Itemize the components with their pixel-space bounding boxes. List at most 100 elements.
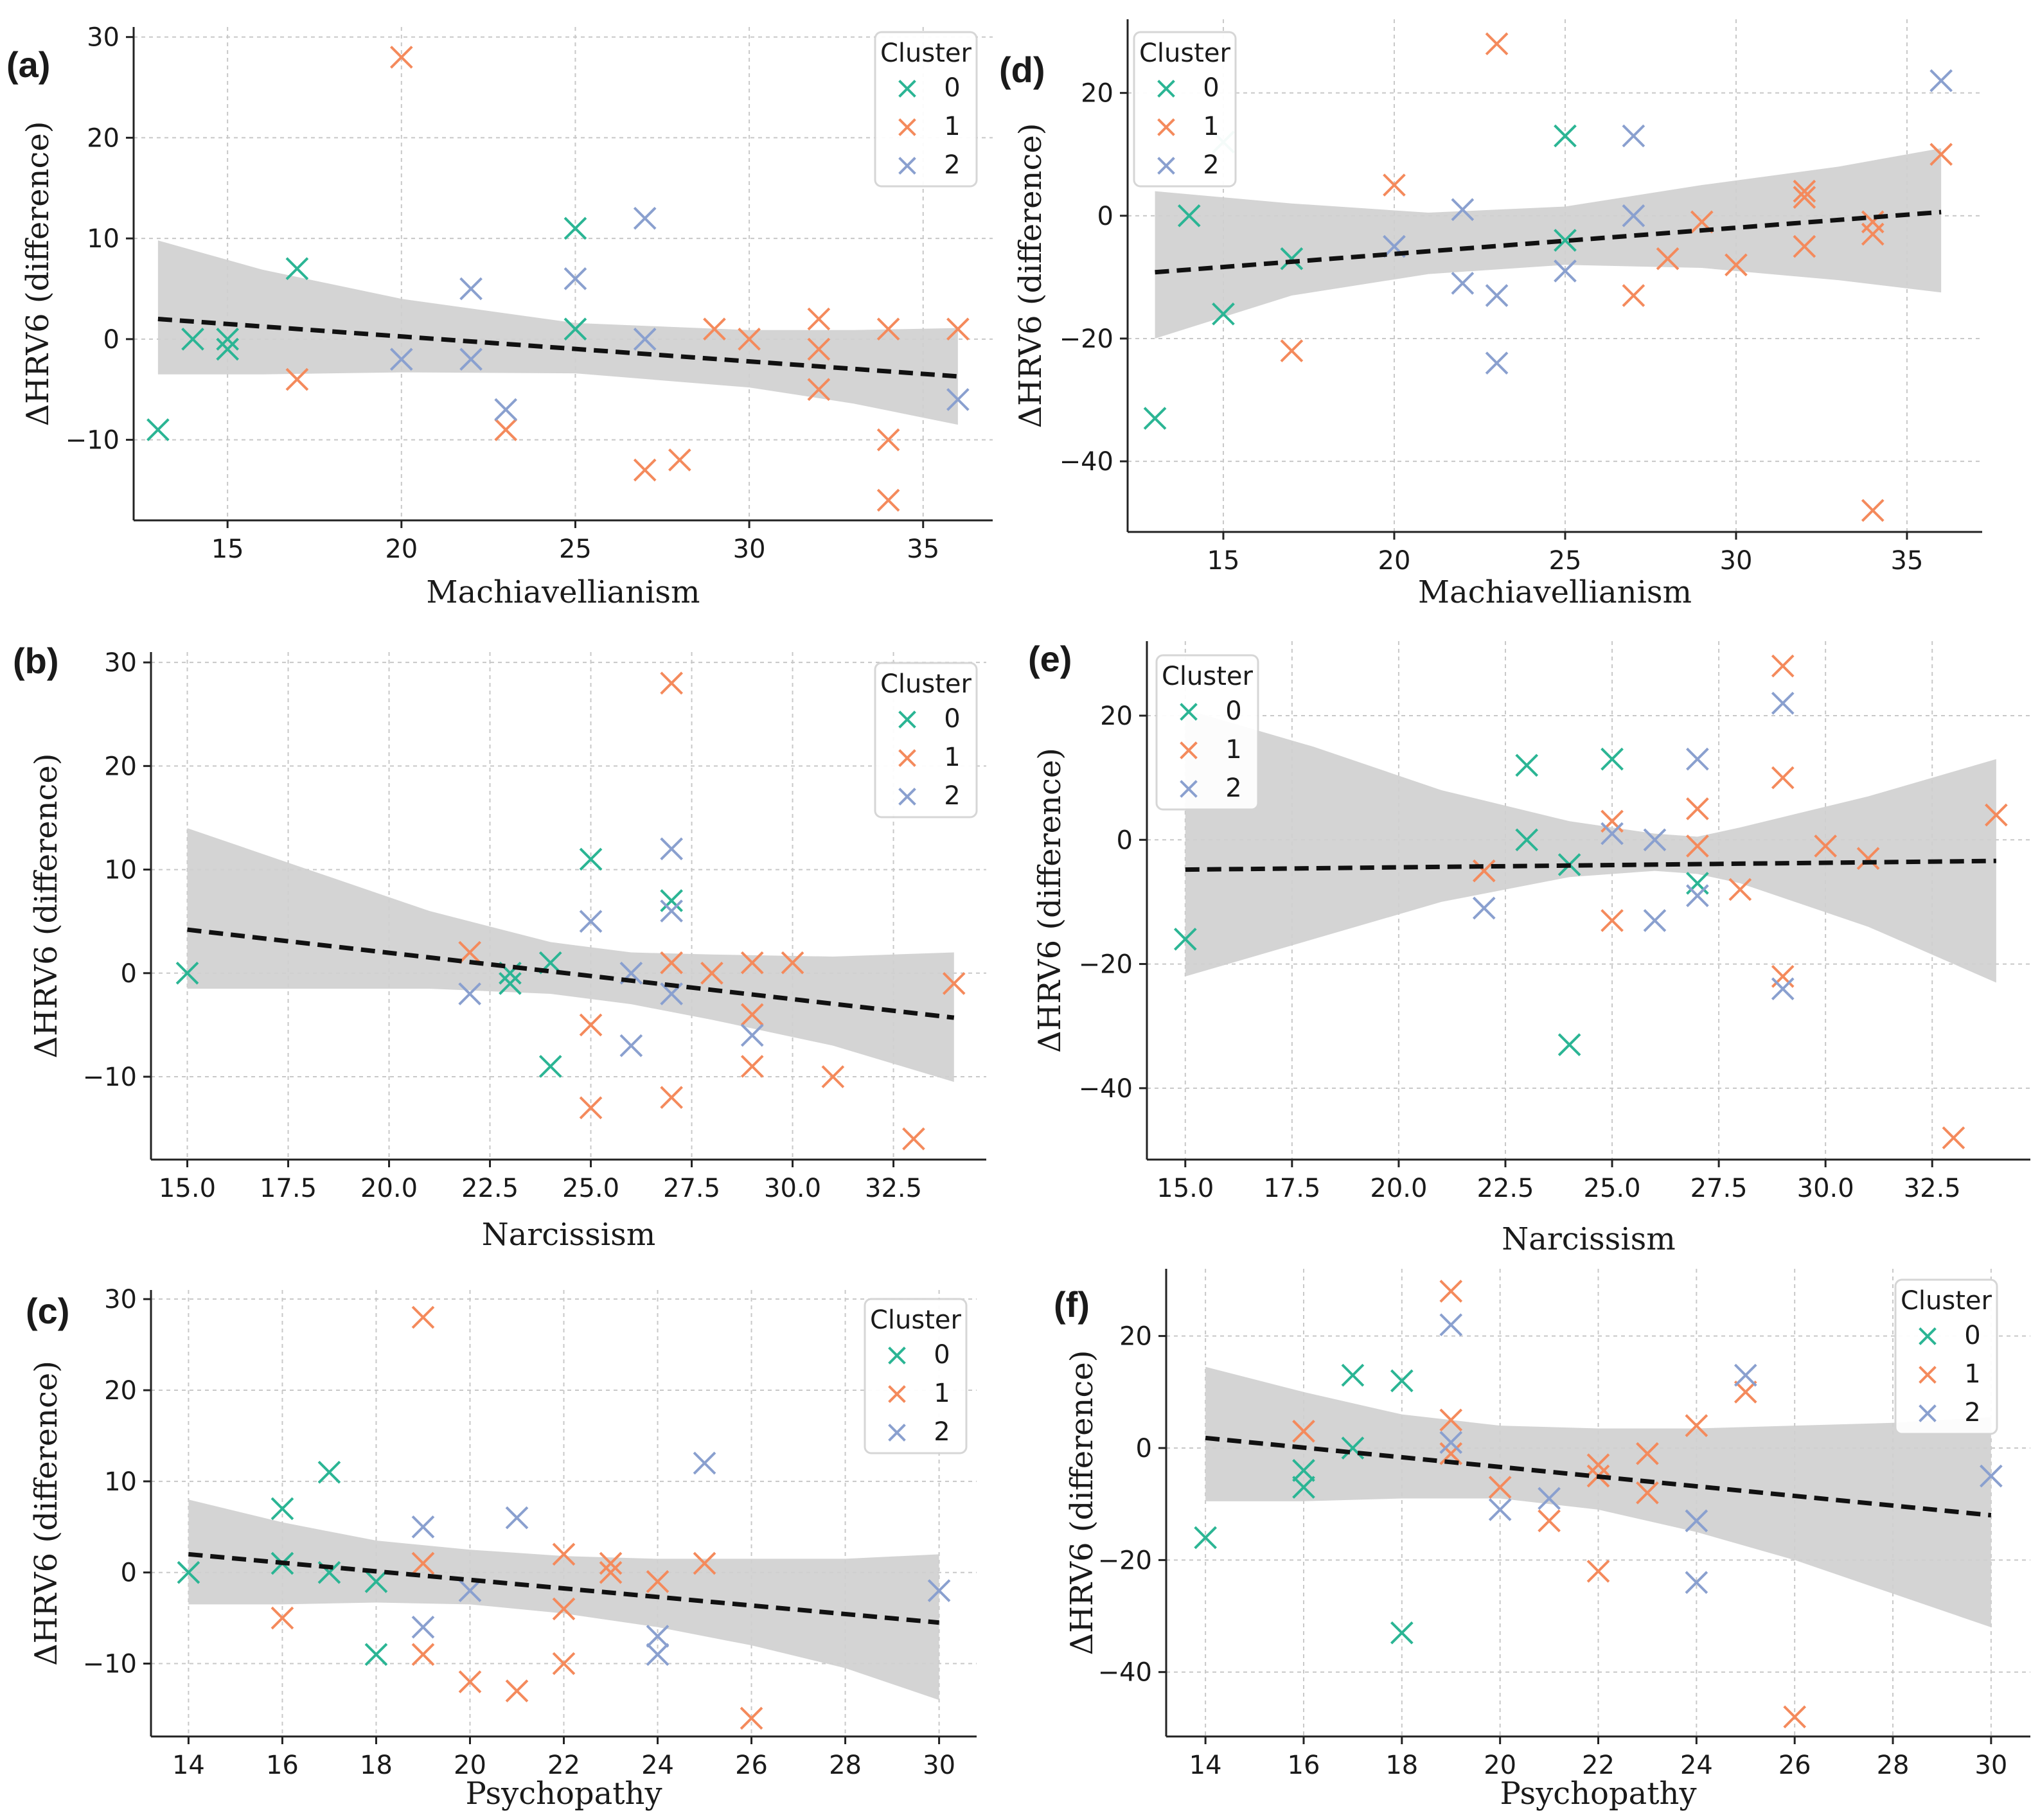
data-point-cluster-2	[660, 899, 683, 923]
legend-entry-label: 0	[944, 73, 960, 103]
y-tick-label: −40	[1060, 447, 1113, 477]
legend-entry-label: 1	[944, 112, 960, 141]
x-tick-label: 20	[454, 1751, 486, 1780]
data-point-cluster-2	[633, 206, 657, 230]
y-tick-label: 20	[104, 752, 137, 781]
data-point-cluster-1	[1942, 1126, 1965, 1149]
data-point-cluster-1	[807, 378, 831, 402]
confidence-band	[188, 1499, 939, 1701]
data-point-cluster-1	[285, 367, 309, 391]
x-tick-label: 22.5	[461, 1174, 519, 1203]
data-point-cluster-1	[1861, 222, 1885, 246]
data-point-cluster-2	[619, 1034, 643, 1057]
data-point-cluster-0	[660, 889, 683, 912]
data-point-cluster-2	[927, 1579, 951, 1602]
data-point-cluster-2	[1451, 272, 1475, 295]
data-point-cluster-2	[1980, 1464, 2003, 1488]
legend-marker-cluster-0	[1157, 80, 1175, 98]
panel-label: (c)	[26, 1291, 69, 1331]
data-point-cluster-2	[458, 1579, 482, 1602]
y-tick-label: −10	[83, 1650, 137, 1679]
legend-entry-label: 2	[944, 150, 960, 180]
data-point-cluster-2	[1439, 1313, 1463, 1337]
data-point-cluster-1	[1488, 1476, 1512, 1499]
confidence-band	[157, 240, 958, 425]
data-point-cluster-0	[1341, 1363, 1365, 1387]
x-tick-label: 25	[559, 535, 592, 564]
legend-marker-cluster-1	[888, 1385, 906, 1403]
data-point-cluster-1	[1292, 1420, 1315, 1443]
data-point-cluster-0	[1390, 1369, 1414, 1393]
y-tick-label: 20	[1100, 702, 1133, 731]
panel-label: (f)	[1054, 1284, 1090, 1325]
x-tick-label: 15	[1207, 546, 1240, 576]
data-point-cluster-1	[1929, 143, 1953, 166]
data-point-cluster-1	[411, 1305, 435, 1329]
data-point-cluster-1	[1636, 1481, 1659, 1505]
data-point-cluster-1	[660, 951, 683, 975]
data-point-cluster-2	[1485, 284, 1509, 307]
data-point-cluster-2	[660, 837, 683, 861]
legend-marker-cluster-2	[1157, 157, 1175, 175]
legend-marker-cluster-1	[1180, 741, 1198, 759]
data-point-cluster-2	[1451, 198, 1475, 222]
data-point-cluster-2	[458, 982, 481, 1005]
y-tick-label: 30	[87, 23, 120, 53]
x-tick-label: 27.5	[1690, 1174, 1748, 1203]
data-point-cluster-0	[181, 328, 204, 351]
x-tick-label: 20	[385, 535, 418, 564]
data-point-cluster-1	[633, 458, 657, 482]
legend-entry-label: 0	[944, 704, 960, 734]
data-point-cluster-1	[389, 46, 413, 69]
data-point-cluster-2	[1622, 204, 1645, 227]
data-point-cluster-0	[1177, 204, 1201, 227]
confidence-band	[187, 828, 954, 1082]
confidence-band	[1205, 1366, 1991, 1627]
x-tick-label: 26	[1778, 1751, 1811, 1780]
data-point-cluster-2	[646, 1625, 670, 1648]
legend-title: Cluster	[1162, 662, 1254, 691]
x-tick-label: 25.0	[1584, 1174, 1641, 1203]
x-tick-label: 20	[1378, 546, 1411, 576]
data-point-cluster-0	[1173, 928, 1197, 951]
data-point-cluster-0	[1280, 247, 1304, 270]
data-point-cluster-1	[807, 307, 831, 331]
data-point-cluster-1	[668, 448, 691, 472]
x-tick-label: 28	[829, 1751, 862, 1780]
data-point-cluster-0	[146, 418, 170, 441]
data-point-cluster-1	[807, 337, 831, 361]
legend-marker-cluster-0	[1180, 703, 1198, 721]
x-tick-label: 24	[641, 1751, 674, 1780]
data-point-cluster-1	[1656, 247, 1680, 270]
y-tick-label: −20	[1060, 324, 1113, 354]
data-point-cluster-0	[364, 1643, 388, 1666]
data-point-cluster-2	[1686, 747, 1709, 771]
panel-label: (d)	[999, 49, 1045, 90]
data-point-cluster-2	[1643, 828, 1667, 852]
data-point-cluster-0	[1212, 302, 1235, 326]
x-tick-label: 17.5	[260, 1174, 317, 1203]
legend-marker-cluster-1	[1157, 118, 1175, 136]
x-tick-label: 17.5	[1263, 1174, 1320, 1203]
panel-label: (b)	[13, 641, 59, 681]
data-point-cluster-0	[1143, 407, 1167, 430]
data-point-cluster-1	[1383, 173, 1406, 197]
regression-line	[188, 1551, 939, 1625]
data-point-cluster-2	[1439, 1431, 1463, 1454]
data-point-cluster-1	[271, 1606, 294, 1630]
y-tick-label: 0	[1136, 1434, 1152, 1463]
data-point-cluster-1	[693, 1551, 716, 1575]
data-point-cluster-1	[738, 328, 761, 351]
x-tick-label: 26	[735, 1751, 768, 1780]
x-axis-label: Machiavellianism	[1418, 574, 1692, 610]
data-point-cluster-0	[1515, 754, 1539, 777]
x-tick-label: 16	[1288, 1751, 1320, 1780]
panel-label: (e)	[1028, 639, 1072, 679]
data-point-cluster-0	[175, 961, 199, 985]
data-point-cluster-1	[599, 1560, 623, 1584]
data-point-cluster-2	[494, 398, 518, 421]
legend-entry-label: 1	[934, 1379, 950, 1408]
data-point-cluster-1	[1636, 1442, 1659, 1465]
legend-marker-cluster-2	[1919, 1404, 1937, 1422]
legend: Cluster 0 1 2	[1894, 1278, 1998, 1435]
